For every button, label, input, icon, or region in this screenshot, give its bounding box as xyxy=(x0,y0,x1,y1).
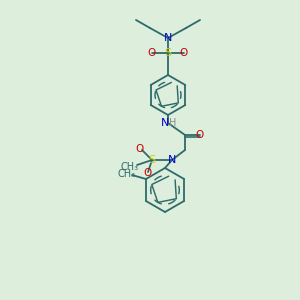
Text: O: O xyxy=(144,168,152,178)
Text: S: S xyxy=(164,48,172,58)
Text: O: O xyxy=(136,144,144,154)
Text: O: O xyxy=(196,130,204,140)
Text: CH₃: CH₃ xyxy=(118,169,136,179)
Text: CH₃: CH₃ xyxy=(121,162,139,172)
Text: N: N xyxy=(168,155,176,165)
Text: N: N xyxy=(164,33,172,43)
Text: N: N xyxy=(161,118,169,128)
Text: S: S xyxy=(148,155,156,165)
Text: H: H xyxy=(169,118,177,128)
Text: O: O xyxy=(180,48,188,58)
Text: O: O xyxy=(148,48,156,58)
